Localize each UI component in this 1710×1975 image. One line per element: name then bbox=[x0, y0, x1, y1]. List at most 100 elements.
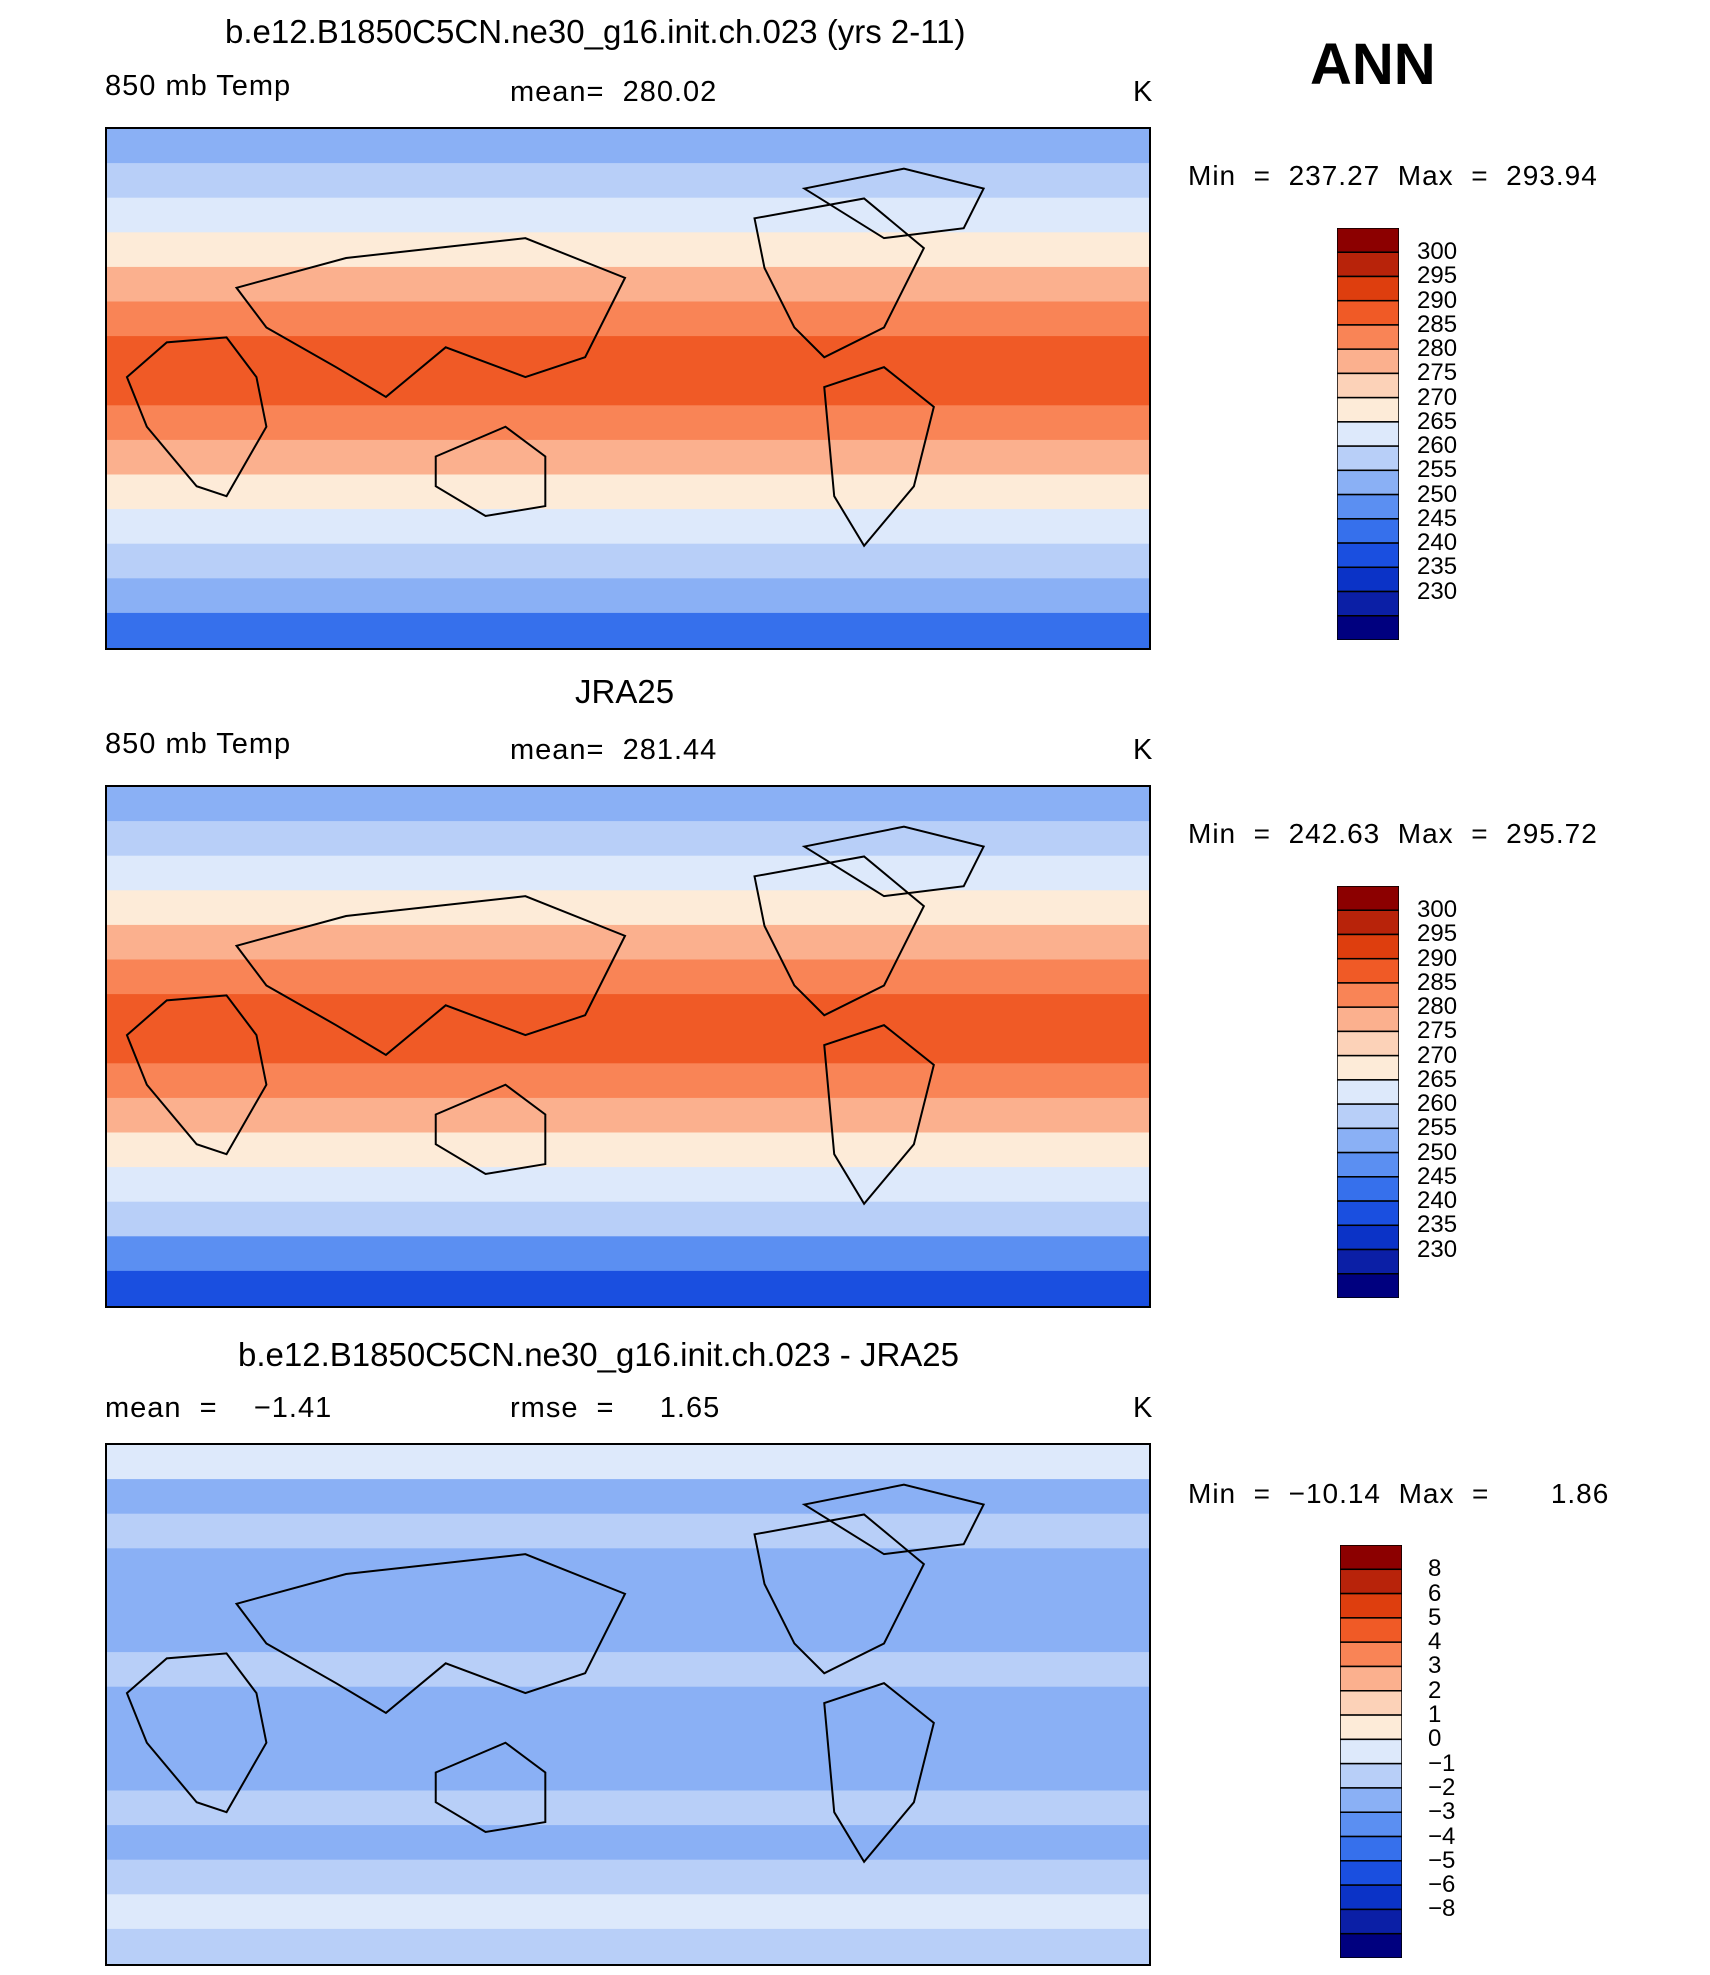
colorbar-swatch bbox=[1337, 1248, 1399, 1275]
map-band bbox=[107, 1132, 1149, 1169]
colorbar-swatch bbox=[1337, 1176, 1399, 1202]
map-band bbox=[107, 1167, 1149, 1203]
coastline bbox=[434, 1083, 547, 1176]
coastline bbox=[823, 1024, 935, 1206]
colorbar-tick-label: 250 bbox=[1417, 1138, 1458, 1166]
coastline bbox=[234, 895, 627, 1057]
map-band bbox=[107, 994, 1149, 1030]
colorbar-swatch bbox=[1340, 1787, 1402, 1813]
map-band bbox=[107, 1028, 1149, 1065]
colorbar-tick-label: 250 bbox=[1417, 480, 1458, 508]
panel-3-colorbar-svg bbox=[1340, 1545, 1402, 1958]
map-band bbox=[107, 266, 1149, 303]
panel-2-minmax: Min = 242.63 Max = 295.72 bbox=[1188, 818, 1598, 849]
panel-2-mean-label: mean= 281.44 bbox=[510, 734, 718, 766]
coastline bbox=[801, 825, 986, 898]
panel-1-title: b.e12.B1850C5CN.ne30_g16.init.ch.023 (yr… bbox=[225, 13, 966, 50]
colorbar-swatch bbox=[1337, 348, 1399, 375]
map-band bbox=[107, 370, 1149, 407]
map-band bbox=[107, 1513, 1149, 1550]
colorbar-tick-label: 5 bbox=[1428, 1603, 1442, 1631]
colorbar-swatch bbox=[1337, 493, 1399, 520]
map-band bbox=[107, 1928, 1149, 1964]
map-band bbox=[107, 336, 1149, 372]
colorbar-swatch bbox=[1337, 1006, 1399, 1033]
colorbar-swatch bbox=[1340, 1884, 1402, 1911]
map-band bbox=[107, 1825, 1149, 1861]
colorbar-swatch bbox=[1337, 933, 1399, 960]
colorbar-swatch bbox=[1340, 1714, 1402, 1741]
colorbar-swatch bbox=[1340, 1908, 1402, 1935]
colorbar-tick-label: 285 bbox=[1417, 968, 1458, 996]
map-band bbox=[107, 1479, 1149, 1515]
panel-2-colorbar bbox=[1337, 886, 1399, 1298]
panel-3-colorbar bbox=[1340, 1545, 1402, 1958]
colorbar-tick-label: 255 bbox=[1417, 456, 1458, 484]
panel-2-map-svg bbox=[107, 787, 1149, 1306]
coastline bbox=[753, 197, 926, 359]
colorbar-tick-label: 270 bbox=[1417, 383, 1458, 411]
colorbar-tick-label: 295 bbox=[1417, 262, 1458, 290]
colorbar-tick-label: −2 bbox=[1428, 1773, 1456, 1801]
colorbar-tick-label: −5 bbox=[1428, 1846, 1456, 1874]
colorbar-swatch bbox=[1340, 1932, 1402, 1958]
panel-3-units: K bbox=[1133, 1392, 1154, 1424]
map-band bbox=[107, 232, 1149, 268]
map-band bbox=[107, 1201, 1149, 1238]
map-band bbox=[107, 1236, 1149, 1272]
colorbar-swatch bbox=[1337, 1273, 1399, 1298]
panel-1-units: K bbox=[1133, 76, 1154, 108]
colorbar-swatch bbox=[1340, 1738, 1402, 1765]
colorbar-tick-label: 235 bbox=[1417, 553, 1458, 581]
colorbar-swatch bbox=[1340, 1690, 1402, 1716]
colorbar-tick-label: 230 bbox=[1417, 577, 1458, 605]
colorbar-swatch bbox=[1337, 421, 1399, 447]
coastline bbox=[753, 1513, 926, 1675]
colorbar-tick-label: 280 bbox=[1417, 335, 1458, 363]
panel-2-units: K bbox=[1133, 734, 1154, 766]
colorbar-tick-label: −8 bbox=[1428, 1895, 1456, 1923]
colorbar-tick-label: 1 bbox=[1428, 1701, 1442, 1729]
panel-1-minmax: Min = 237.27 Max = 293.94 bbox=[1188, 160, 1598, 191]
map-band bbox=[107, 924, 1149, 961]
colorbar-swatch bbox=[1337, 1103, 1399, 1130]
colorbar-tick-label: 3 bbox=[1428, 1652, 1442, 1680]
coastline bbox=[125, 994, 268, 1156]
map-band bbox=[107, 509, 1149, 545]
colorbar-swatch bbox=[1337, 324, 1399, 350]
panel-3-map bbox=[105, 1443, 1151, 1966]
season-label: ANN bbox=[1310, 32, 1436, 97]
colorbar-tick-label: −4 bbox=[1428, 1822, 1456, 1850]
colorbar-swatch bbox=[1337, 615, 1399, 640]
colorbar-swatch bbox=[1337, 1224, 1399, 1251]
map-band bbox=[107, 543, 1149, 580]
colorbar-swatch bbox=[1337, 1054, 1399, 1081]
map-band bbox=[107, 1721, 1149, 1757]
colorbar-tick-label: 280 bbox=[1417, 993, 1458, 1021]
map-band bbox=[107, 1445, 1149, 1481]
map-band bbox=[107, 129, 1149, 165]
colorbar-swatch bbox=[1337, 1151, 1399, 1178]
map-band bbox=[107, 959, 1149, 996]
coastline bbox=[823, 1682, 935, 1864]
colorbar-tick-label: 260 bbox=[1417, 432, 1458, 460]
map-band bbox=[107, 1755, 1149, 1792]
map-band bbox=[107, 1582, 1149, 1619]
colorbar-swatch bbox=[1337, 886, 1399, 911]
map-band bbox=[107, 1686, 1149, 1723]
colorbar-swatch bbox=[1340, 1835, 1402, 1862]
map-band bbox=[107, 855, 1149, 892]
map-band bbox=[107, 1097, 1149, 1134]
colorbar-tick-label: 300 bbox=[1417, 896, 1458, 924]
colorbar-swatch bbox=[1340, 1592, 1402, 1619]
map-band bbox=[107, 1617, 1149, 1654]
colorbar-tick-label: 295 bbox=[1417, 920, 1458, 948]
panel-1-colorbar bbox=[1337, 228, 1399, 640]
colorbar-swatch bbox=[1337, 1127, 1399, 1154]
colorbar-tick-label: 245 bbox=[1417, 504, 1458, 532]
coastline bbox=[434, 1741, 547, 1834]
colorbar-tick-label: 260 bbox=[1417, 1090, 1458, 1118]
colorbar-swatch bbox=[1337, 445, 1399, 472]
map-band bbox=[107, 405, 1149, 441]
panel-3-title: b.e12.B1850C5CN.ne30_g16.init.ch.023 - J… bbox=[238, 1336, 959, 1373]
